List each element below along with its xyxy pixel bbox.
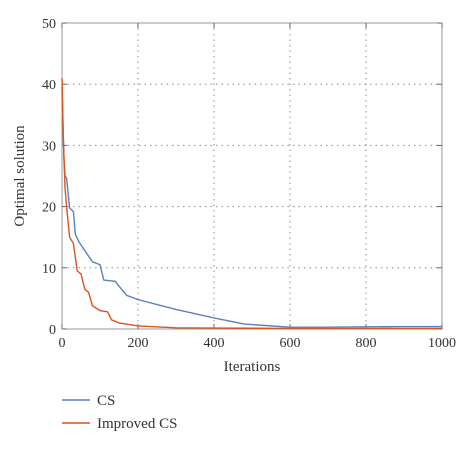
ticks: 0 200 400 600 800 1000 0 10 20 30 40 50 [42, 17, 456, 351]
y-tick-label: 0 [49, 323, 56, 338]
series-line-improved-cs [61, 78, 442, 330]
legend-label-cs: CS [97, 393, 115, 409]
y-tick-label: 30 [42, 139, 56, 154]
plot-frame [61, 22, 443, 330]
x-tick-label: 0 [59, 336, 66, 351]
y-tick-label: 10 [42, 262, 56, 277]
y-tick-label: 20 [42, 201, 56, 216]
x-tick-label: 1000 [428, 336, 456, 351]
x-tick-label: 200 [128, 336, 149, 351]
legend-label-improved-cs: Improved CS [97, 416, 177, 432]
series-line-cs [61, 87, 442, 328]
x-tick-label: 400 [204, 336, 225, 351]
x-axis-label: Iterations [224, 359, 281, 375]
x-tick-label: 800 [356, 336, 377, 351]
series [61, 78, 442, 330]
x-tick-label: 600 [280, 336, 301, 351]
legend: CS Improved CS [62, 393, 177, 432]
y-tick-label: 50 [42, 17, 56, 32]
y-axis-label: Optimal solution [12, 125, 28, 227]
y-tick-label: 40 [42, 78, 56, 93]
grid [62, 23, 442, 329]
